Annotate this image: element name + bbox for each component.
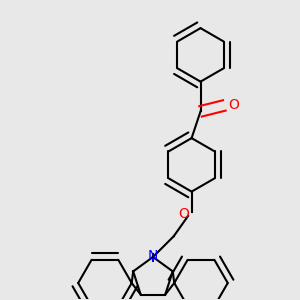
Text: O: O <box>179 207 190 221</box>
Text: N: N <box>148 248 158 262</box>
Text: O: O <box>228 98 239 112</box>
